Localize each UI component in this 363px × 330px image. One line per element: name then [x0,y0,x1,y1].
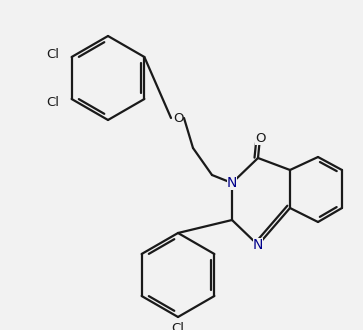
Text: O: O [255,131,265,145]
Text: Cl: Cl [46,95,59,109]
Text: Cl: Cl [171,322,184,330]
Text: Cl: Cl [46,49,59,61]
Text: N: N [253,238,263,252]
Text: N: N [227,176,237,190]
Text: O: O [173,112,183,124]
